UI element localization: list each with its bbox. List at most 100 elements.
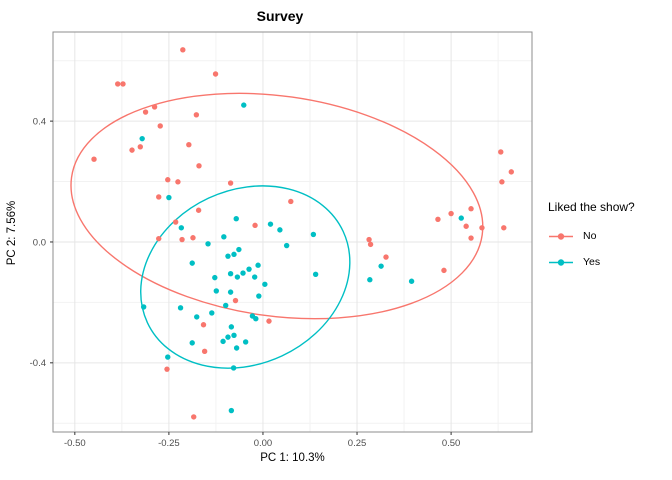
data-point-no — [156, 235, 162, 242]
data-point-yes — [221, 234, 227, 240]
data-point-yes — [253, 316, 259, 322]
data-point-yes — [233, 216, 239, 222]
data-point-yes — [227, 289, 234, 295]
data-point-yes — [223, 302, 229, 309]
x-axis-title: PC 1: 10.3% — [260, 452, 325, 464]
legend-label-yes: Yes — [583, 256, 601, 268]
data-point-yes — [262, 281, 268, 287]
data-point-no — [193, 112, 200, 118]
data-point-yes — [312, 271, 319, 277]
legend-item-no: No — [548, 223, 635, 249]
data-point-no — [120, 81, 126, 87]
data-point-yes — [256, 293, 262, 299]
data-point-yes — [236, 246, 242, 253]
data-point-no — [156, 194, 162, 200]
x-tick-label: 0.50 — [442, 438, 461, 449]
data-point-no — [252, 222, 258, 229]
data-point-yes — [209, 310, 215, 316]
data-point-no — [212, 71, 219, 77]
data-point-no — [175, 179, 181, 185]
data-point-no — [164, 366, 170, 372]
data-point-yes — [178, 225, 185, 231]
data-point-no — [142, 109, 149, 115]
data-point-yes — [165, 354, 171, 360]
data-point-yes — [139, 135, 145, 142]
data-point-no — [508, 169, 515, 175]
x-tick-label: 0.00 — [254, 438, 273, 449]
chart-title: Survey — [256, 8, 304, 24]
data-point-no — [151, 104, 158, 110]
y-tick-label: -0.4 — [30, 358, 46, 369]
data-point-no — [468, 235, 474, 241]
data-point-no — [232, 297, 239, 304]
data-point-yes — [283, 242, 290, 249]
data-point-no — [200, 322, 207, 328]
data-point-no — [479, 225, 485, 231]
y-tick-label: 0.0 — [33, 237, 46, 248]
data-point-yes — [267, 221, 274, 227]
data-point-no — [91, 156, 97, 162]
data-point-no — [190, 235, 196, 241]
panel-border — [52, 31, 533, 433]
data-point-no — [468, 206, 474, 212]
data-point-yes — [177, 305, 184, 311]
data-point-no — [499, 179, 505, 185]
y-tick-label: 0.4 — [33, 116, 46, 127]
data-point-yes — [189, 340, 195, 346]
panel-background — [53, 32, 532, 432]
data-point-yes — [241, 102, 247, 108]
legend-item-yes: Yes — [548, 249, 635, 275]
data-point-no — [227, 180, 234, 186]
x-tick-label: 0.25 — [348, 438, 367, 449]
data-point-yes — [225, 253, 231, 259]
data-point-yes — [234, 274, 241, 280]
data-point-yes — [255, 262, 261, 268]
data-point-no — [195, 207, 202, 213]
data-point-no — [266, 318, 272, 324]
data-point-yes — [242, 339, 249, 345]
data-point-yes — [166, 194, 172, 201]
data-point-yes — [194, 314, 200, 320]
data-point-no — [288, 198, 294, 205]
data-point-yes — [228, 324, 235, 330]
data-point-no — [501, 225, 507, 231]
data-point-no — [186, 141, 192, 148]
confidence-ellipse-no — [70, 92, 484, 320]
data-point-no — [448, 210, 454, 217]
y-axis-title: PC 2: 7.56% — [6, 200, 18, 266]
data-point-yes — [220, 338, 226, 345]
data-point-no — [498, 149, 504, 155]
data-point-no — [435, 216, 441, 223]
data-point-no — [129, 147, 135, 153]
legend-key-yes-icon — [549, 258, 573, 266]
legend: Liked the show? No Yes — [548, 200, 635, 275]
data-point-yes — [205, 241, 211, 247]
data-point-yes — [228, 407, 235, 414]
data-point-no — [165, 177, 171, 183]
data-point-yes — [189, 260, 195, 266]
x-tick-label: -0.25 — [158, 438, 180, 449]
data-point-yes — [310, 231, 317, 238]
data-point-yes — [227, 270, 234, 277]
data-point-no — [157, 123, 163, 129]
x-tick-label: -0.50 — [64, 438, 86, 449]
data-point-no — [172, 219, 179, 225]
data-point-yes — [213, 288, 220, 294]
data-point-no — [201, 348, 208, 355]
data-point-yes — [408, 278, 415, 284]
data-point-no — [179, 236, 185, 243]
data-point-no — [115, 81, 121, 87]
data-point-no — [191, 414, 197, 420]
legend-title: Liked the show? — [548, 200, 635, 214]
legend-label-no: No — [583, 230, 597, 242]
confidence-ellipse-yes — [140, 185, 351, 369]
data-point-yes — [367, 277, 373, 283]
data-point-yes — [251, 274, 258, 280]
data-point-yes — [458, 215, 464, 221]
data-point-no — [366, 236, 372, 243]
data-point-yes — [140, 304, 147, 310]
data-point-yes — [240, 270, 246, 276]
data-point-yes — [230, 365, 237, 371]
data-point-yes — [233, 345, 240, 351]
